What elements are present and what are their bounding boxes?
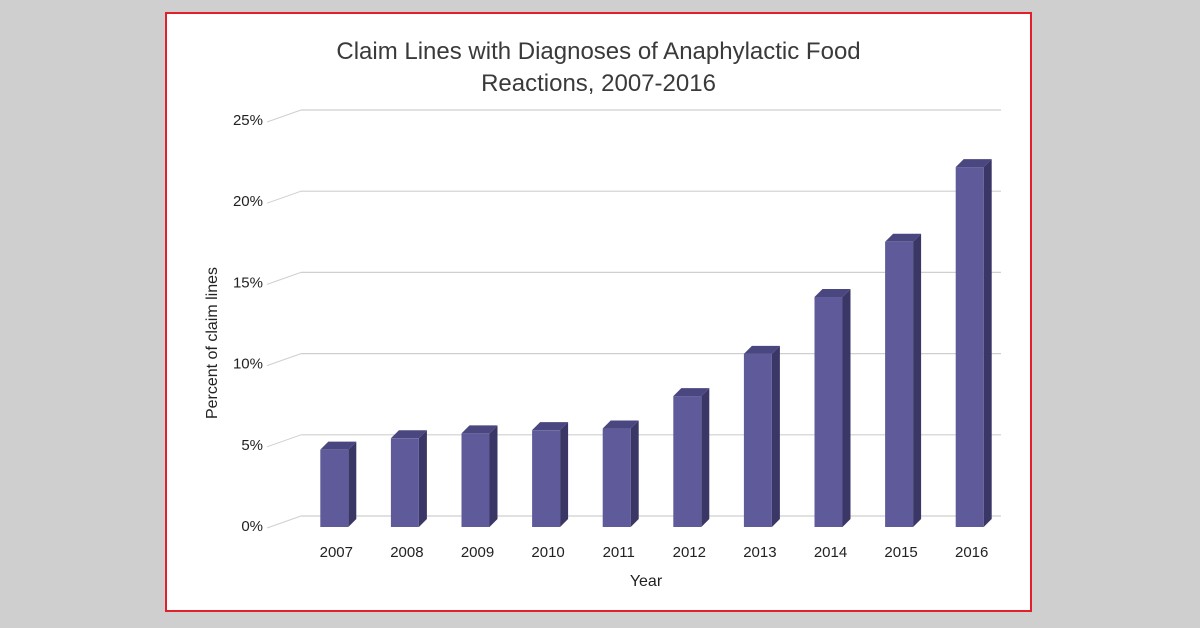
bar [532,430,561,527]
bar-side [701,388,710,527]
bar-top [814,289,851,298]
bar-side [630,420,639,527]
bar-top [955,159,992,168]
bar [390,438,419,527]
x-axis-title: Year [630,573,663,590]
x-tick-label: 2009 [461,544,494,561]
bar-chart: 0% 5% 10% 15% 20% 25% 2007 2008 2009 2010 2011 2012… [204,109,1001,590]
y-tick-label: 5% [241,437,263,454]
chart-frame: Claim Lines with Diagnoses of Anaphylact… [165,12,1032,612]
bar-top [602,420,639,429]
bar-top [461,425,498,434]
bar-top [743,345,780,354]
bar [461,433,490,527]
gridline-depth [266,434,302,448]
x-tick-label: 2012 [673,544,706,561]
x-tick-label: 2014 [814,544,847,561]
chart-title: Claim Lines with Diagnoses of Anaphylact… [167,36,1030,100]
x-tick-label: 2008 [390,544,423,561]
bar [673,396,702,527]
chart-title-line-1: Claim Lines with Diagnoses of Anaphylact… [336,38,861,65]
x-tick-label: 2007 [320,544,353,561]
bar-side [771,345,780,527]
bar-side [489,425,498,527]
bar [602,428,631,527]
bar-side [842,289,851,527]
gridline-depth [266,190,302,204]
y-axis-title: Percent of claim lines [204,267,221,419]
x-tick-label: 2010 [531,544,564,561]
x-tick-label: 2015 [884,544,917,561]
y-tick-label: 20% [233,193,263,210]
x-tick-label: 2011 [603,544,635,561]
y-tick-label: 25% [233,112,263,129]
bar-top [673,388,710,397]
gridline-depth [266,109,302,123]
gridline-depth [266,515,302,529]
chart-title-line-2: Reactions, 2007-2016 [481,70,716,97]
bar-side [418,430,427,527]
y-tick-label: 0% [241,518,263,535]
bar-top [885,233,922,242]
bar-top [390,430,427,439]
x-tick-label: 2016 [955,544,988,561]
gridline-depth [266,271,302,285]
gridline-depth [266,353,302,367]
bar [955,167,984,527]
bar-side [983,159,992,527]
bar-top [532,422,569,431]
bar-side [348,441,357,527]
x-tick-label: 2013 [743,544,776,561]
bar-top [320,441,357,450]
y-tick-label: 15% [233,274,263,291]
bar [814,297,843,527]
bar [743,353,772,527]
bar-side [913,233,922,528]
bar [320,449,349,527]
bar-side [560,422,569,527]
y-tick-label: 10% [233,356,263,373]
bar [885,241,914,528]
